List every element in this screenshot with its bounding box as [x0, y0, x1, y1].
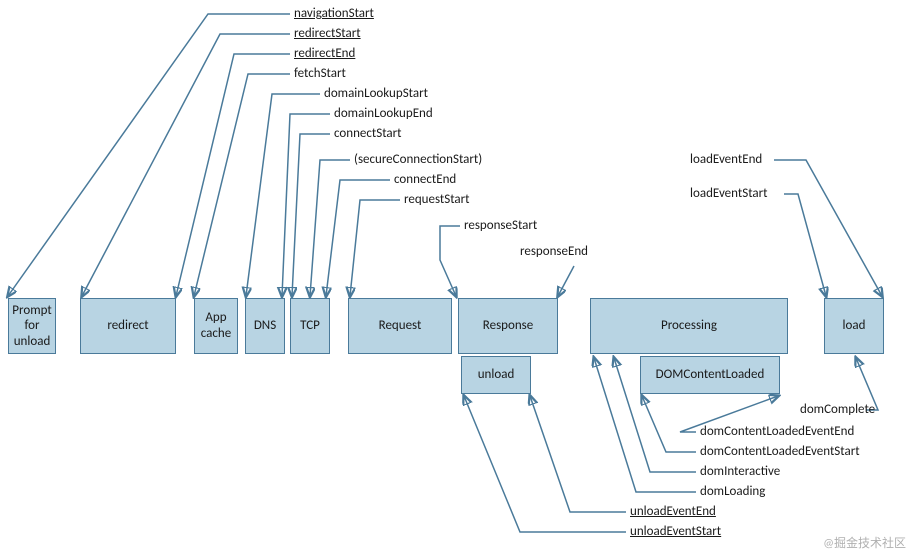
line-fetchStart: [194, 74, 290, 296]
line-redirectStart: [82, 34, 290, 296]
line-redirectEnd: [176, 54, 290, 296]
label-loadEventEnd: loadEventEnd: [690, 152, 762, 167]
label-connectEnd: connectEnd: [394, 172, 456, 187]
line-unloadEventEnd: [530, 396, 626, 512]
line-domainLookupStart: [246, 94, 320, 296]
label-domainLookupEnd: domainLookupEnd: [334, 106, 433, 121]
label-domContentLoadedEventEnd: domContentLoadedEventEnd: [700, 424, 854, 439]
label-redirectStart: redirectStart: [294, 26, 361, 41]
box-unload: unload: [461, 356, 531, 394]
box-appcache: App cache: [194, 298, 238, 354]
box-processing: Processing: [590, 298, 788, 354]
line-responseEnd: [558, 266, 574, 296]
line-connectEnd: [326, 180, 390, 296]
box-response: Response: [458, 298, 558, 354]
label-domainLookupStart: domainLookupStart: [324, 86, 428, 101]
label-domContentLoadedEventStart: domContentLoadedEventStart: [700, 444, 860, 459]
box-prompt: Prompt for unload: [8, 298, 56, 354]
label-responseEnd: responseEnd: [520, 244, 588, 259]
box-request: Request: [348, 298, 452, 354]
line-connectStart: [292, 134, 330, 296]
line-navigationStart: [8, 14, 290, 296]
box-load: load: [824, 298, 884, 354]
line-domainLookupEnd: [282, 114, 330, 296]
line-responseStart: [440, 226, 460, 296]
label-redirectEnd: redirectEnd: [294, 46, 355, 61]
box-dns: DNS: [245, 298, 285, 354]
label-loadEventStart: loadEventStart: [690, 186, 768, 201]
label-fetchStart: fetchStart: [294, 66, 346, 81]
line-loadEventStart: [784, 194, 826, 296]
box-tcp: TCP: [290, 298, 330, 354]
box-dcl: DOMContentLoaded: [640, 356, 780, 394]
line-domContentLoadedEventStart: [642, 396, 696, 452]
watermark: @掘金技术社区: [823, 534, 906, 551]
line-loadEventEnd: [774, 160, 882, 296]
line-unloadEventStart: [464, 396, 626, 532]
label-navigationStart: navigationStart: [294, 6, 374, 21]
label-responseStart: responseStart: [464, 218, 537, 233]
label-domInteractive: domInteractive: [700, 464, 780, 479]
line-secureConnectionStart: [310, 160, 350, 296]
label-connectStart: connectStart: [334, 126, 402, 141]
label-unloadEventStart: unloadEventStart: [630, 524, 721, 539]
label-domLoading: domLoading: [700, 484, 765, 499]
box-redirect: redirect: [80, 298, 176, 354]
label-requestStart: requestStart: [404, 192, 470, 207]
label-domComplete: domComplete: [800, 402, 875, 417]
line-requestStart: [350, 200, 400, 296]
label-secureConnectionStart: (secureConnectionStart): [354, 152, 482, 167]
label-unloadEventEnd: unloadEventEnd: [630, 504, 716, 519]
